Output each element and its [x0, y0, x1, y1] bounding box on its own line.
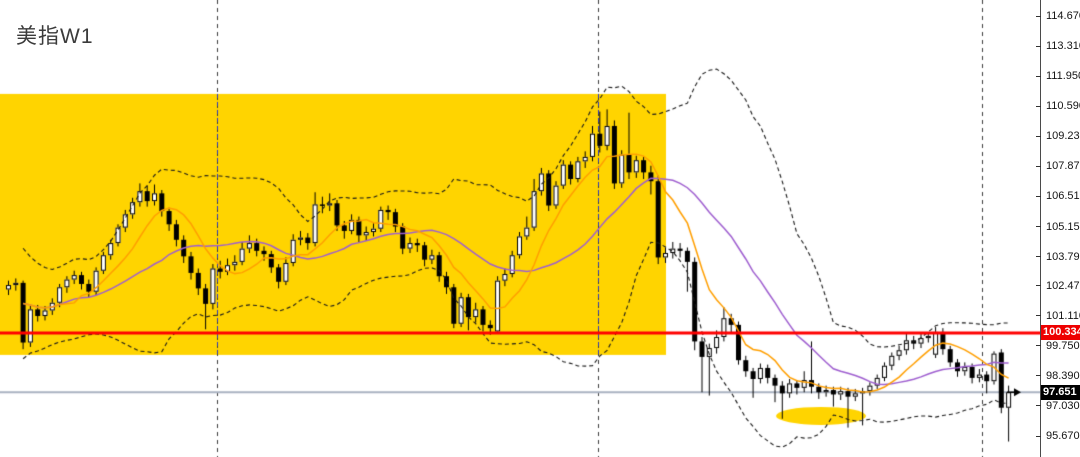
axis-tick [1036, 285, 1041, 287]
axis-price-label: 111.950 [1046, 70, 1080, 83]
axis-price-label: 103.790 [1046, 250, 1080, 263]
candlestick-chart-canvas[interactable] [0, 0, 1040, 457]
axis-price-label: 110.590 [1046, 100, 1080, 113]
axis-tick [1036, 105, 1041, 107]
axis-price-label: 102.470 [1046, 279, 1080, 292]
axis-price-label: 97.030 [1046, 399, 1080, 412]
axis-tick [1036, 165, 1041, 167]
axis-tick [1036, 345, 1041, 347]
axis-tick [1036, 435, 1041, 437]
axis-price-label: 99.750 [1046, 339, 1080, 352]
axis-price-label: 105.150 [1046, 220, 1080, 233]
axis-price-label: 113.310 [1046, 40, 1080, 53]
axis-price-label: 114.670 [1046, 10, 1080, 23]
axis-price-label: 109.230 [1046, 130, 1080, 143]
axis-tick [1036, 75, 1041, 77]
axis-price-label: 107.870 [1046, 160, 1080, 173]
axis-tick [1036, 256, 1041, 258]
axis-tick [1036, 15, 1041, 17]
axis-tick [1036, 405, 1041, 407]
axis-tick [1036, 45, 1041, 47]
bid-price-tag: 97.651 [1041, 384, 1080, 400]
axis-tick [1036, 226, 1041, 227]
chart-symbol-title: 美指W1 [16, 25, 94, 48]
axis-price-label: 98.390 [1046, 369, 1080, 382]
axis-tick [1036, 135, 1041, 137]
price-axis[interactable]: 114.670 113.310 111.950 110.590 109.230 107.8… [1036, 0, 1080, 457]
axis-price-label: 101.110 [1046, 309, 1080, 322]
axis-tick [1036, 375, 1041, 377]
axis-price-label: 106.510 [1046, 190, 1080, 203]
axis-price-label: 95.670 [1046, 430, 1080, 442]
axis-tick [1036, 315, 1041, 317]
resistance-price-tag: 100.334 [1041, 325, 1080, 341]
axis-tick [1036, 195, 1041, 197]
